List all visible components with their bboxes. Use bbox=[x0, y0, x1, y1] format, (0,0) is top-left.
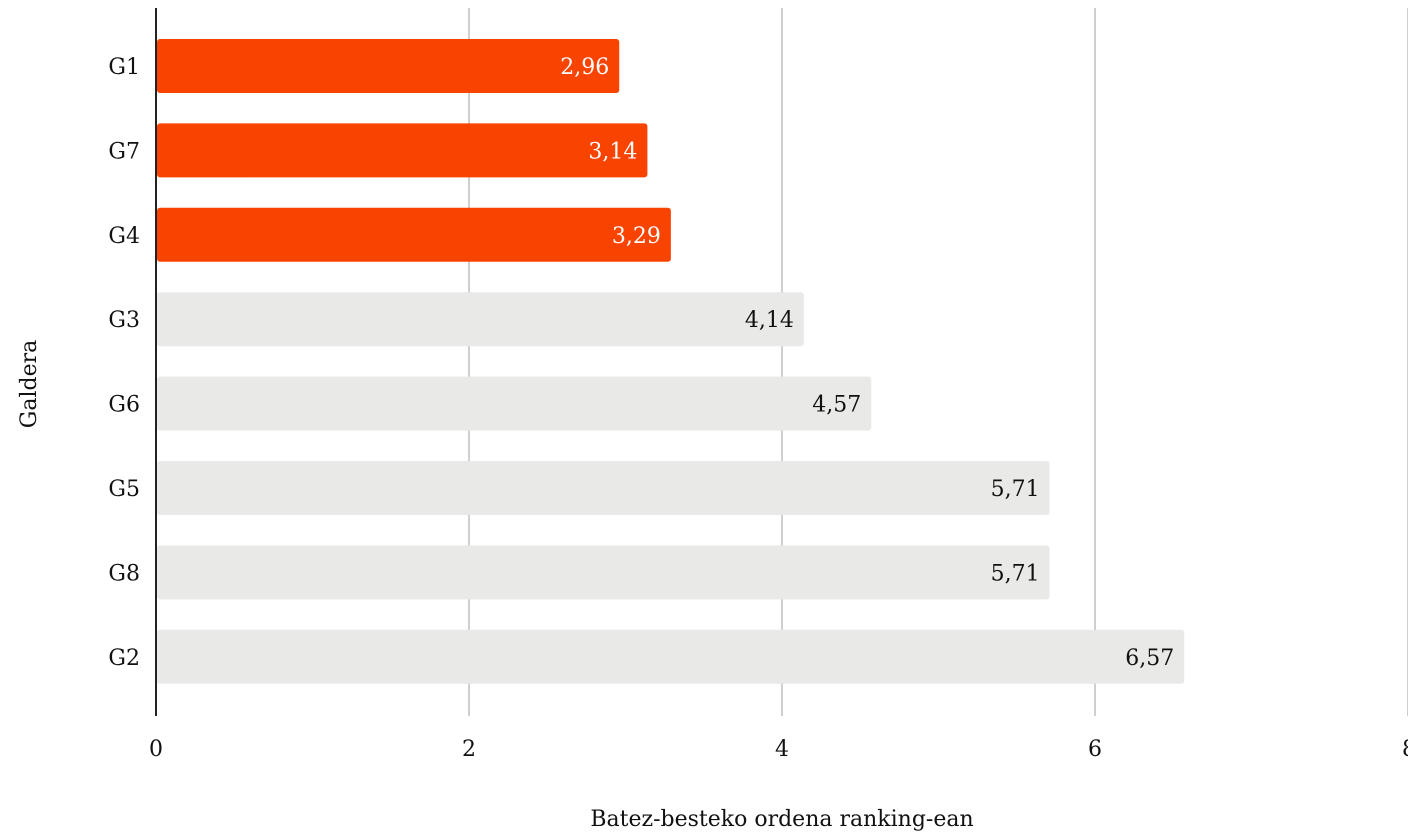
category-label-g2: G2 bbox=[108, 646, 140, 671]
bar-g4 bbox=[157, 207, 671, 262]
bar-g5 bbox=[157, 461, 1050, 515]
x-tick-label: 0 bbox=[149, 737, 163, 762]
labels: 0 2 4 6 8 2,96 G1 3,14 G7 3,29 G4 4,14 G3 4,57 G6 5,71 G… bbox=[108, 55, 1408, 762]
category-label-g3: G3 bbox=[108, 308, 140, 333]
value-label-g6: 4,57 bbox=[812, 393, 861, 418]
value-label-g4: 3,29 bbox=[612, 224, 661, 249]
x-tick-label: 6 bbox=[1088, 737, 1102, 762]
x-axis-title: Batez-besteko ordena ranking-ean bbox=[590, 807, 973, 832]
value-label-g2: 6,57 bbox=[1125, 646, 1174, 671]
category-label-g4: G4 bbox=[108, 224, 140, 249]
x-tick-label: 4 bbox=[775, 737, 789, 762]
x-tick-label: 2 bbox=[462, 737, 476, 762]
value-label-g1: 2,96 bbox=[560, 55, 609, 80]
y-axis-title: Galdera bbox=[17, 340, 42, 428]
bar-g6 bbox=[157, 376, 872, 431]
category-label-g7: G7 bbox=[108, 139, 140, 164]
bars bbox=[157, 39, 1185, 684]
category-label-g6: G6 bbox=[108, 393, 140, 418]
value-label-g5: 5,71 bbox=[991, 477, 1040, 502]
bar-g7 bbox=[157, 123, 648, 178]
x-tick-label: 8 bbox=[1402, 737, 1408, 762]
value-label-g7: 3,14 bbox=[588, 139, 637, 164]
value-label-g3: 4,14 bbox=[745, 308, 794, 333]
gridlines bbox=[468, 8, 1408, 716]
category-label-g8: G8 bbox=[108, 561, 140, 586]
category-label-g5: G5 bbox=[108, 477, 140, 502]
value-label-g8: 5,71 bbox=[991, 561, 1040, 586]
bar-g2 bbox=[157, 629, 1185, 684]
bar-g3 bbox=[157, 292, 804, 347]
bar-g1 bbox=[157, 39, 620, 93]
bar-g8 bbox=[157, 545, 1050, 600]
category-label-g1: G1 bbox=[108, 55, 140, 80]
